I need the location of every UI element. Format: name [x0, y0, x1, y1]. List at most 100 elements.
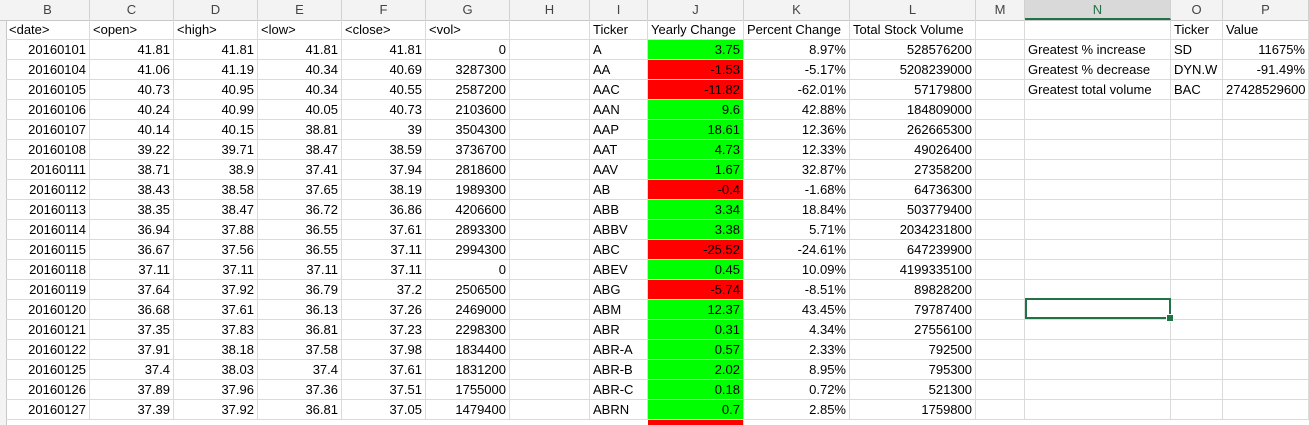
empty-cell[interactable]	[1223, 220, 1309, 240]
empty-cell[interactable]	[510, 220, 590, 240]
close-cell[interactable]: 40.69	[342, 60, 426, 80]
yearly-change-cell[interactable]: 0.18	[648, 380, 744, 400]
date-cell[interactable]: 20160113	[6, 200, 90, 220]
low-cell[interactable]: 37.58	[258, 340, 342, 360]
vol-cell[interactable]: 3504300	[426, 120, 510, 140]
column-header-p[interactable]: P	[1223, 0, 1309, 20]
column-header-k[interactable]: K	[744, 0, 850, 20]
column-header-n[interactable]: N	[1025, 0, 1171, 20]
empty-cell[interactable]	[976, 360, 1025, 380]
high-cell[interactable]: 38.03	[174, 360, 258, 380]
low-cell[interactable]: 40.34	[258, 80, 342, 100]
column-header-c[interactable]: C	[90, 0, 174, 20]
empty-cell[interactable]	[510, 360, 590, 380]
high-cell[interactable]: 39.71	[174, 140, 258, 160]
close-cell[interactable]: 40.73	[342, 100, 426, 120]
empty-cell[interactable]	[1025, 240, 1171, 260]
open-cell[interactable]: 37.39	[90, 400, 174, 420]
high-cell[interactable]: 38.18	[174, 340, 258, 360]
ticker-cell[interactable]: ABC	[590, 240, 648, 260]
total-volume-cell[interactable]: 503779400	[850, 200, 976, 220]
high-cell[interactable]: 37.92	[174, 280, 258, 300]
date-cell[interactable]: 20160125	[6, 360, 90, 380]
open-cell[interactable]: 41.81	[90, 40, 174, 60]
empty-cell[interactable]	[1223, 200, 1309, 220]
ticker-cell[interactable]: AAN	[590, 100, 648, 120]
vol-cell[interactable]: 1989300	[426, 180, 510, 200]
total-volume-cell[interactable]: 49026400	[850, 140, 976, 160]
high-cell[interactable]: 38.58	[174, 180, 258, 200]
close-cell[interactable]: 41.81	[342, 40, 426, 60]
empty-cell[interactable]	[510, 60, 590, 80]
empty-cell[interactable]	[1223, 260, 1309, 280]
empty-cell[interactable]	[1025, 360, 1171, 380]
column-header-f[interactable]: F	[342, 0, 426, 20]
total-volume-cell[interactable]: 79787400	[850, 300, 976, 320]
empty-cell[interactable]	[1025, 180, 1171, 200]
low-cell[interactable]: 36.79	[258, 280, 342, 300]
empty-cell[interactable]	[976, 380, 1025, 400]
empty-cell[interactable]	[1171, 400, 1223, 420]
greatest-ticker-cell[interactable]: SD	[1171, 40, 1223, 60]
empty-cell[interactable]	[1025, 140, 1171, 160]
percent-change-cell[interactable]: 2.33%	[744, 340, 850, 360]
yearly-change-cell[interactable]: 1.67	[648, 160, 744, 180]
greatest-ticker-cell[interactable]: DYN.W	[1171, 60, 1223, 80]
total-volume-cell[interactable]: 64736300	[850, 180, 976, 200]
ticker-cell[interactable]: ABM	[590, 300, 648, 320]
empty-cell[interactable]	[1223, 340, 1309, 360]
date-cell[interactable]: 20160120	[6, 300, 90, 320]
empty-cell[interactable]	[1171, 380, 1223, 400]
empty-cell[interactable]	[1025, 260, 1171, 280]
yearly-change-cell[interactable]: 18.61	[648, 120, 744, 140]
percent-change-cell[interactable]: 4.34%	[744, 320, 850, 340]
empty-cell[interactable]	[976, 100, 1025, 120]
ticker-cell[interactable]: AAC	[590, 80, 648, 100]
total-volume-cell[interactable]: 27556100	[850, 320, 976, 340]
open-cell[interactable]: 37.64	[90, 280, 174, 300]
empty-cell[interactable]	[1171, 200, 1223, 220]
empty-cell[interactable]	[1025, 300, 1171, 320]
open-cell[interactable]: 37.4	[90, 360, 174, 380]
low-cell[interactable]: 36.55	[258, 220, 342, 240]
high-cell[interactable]: 37.61	[174, 300, 258, 320]
percent-change-cell[interactable]: 43.45%	[744, 300, 850, 320]
yearly-change-cell[interactable]: -1.53	[648, 60, 744, 80]
empty-cell[interactable]	[1025, 220, 1171, 240]
column-header-g[interactable]: G	[426, 0, 510, 20]
total-volume-cell[interactable]: 1759800	[850, 400, 976, 420]
ticker-cell[interactable]: ABR	[590, 320, 648, 340]
percent-change-cell[interactable]: 8.95%	[744, 360, 850, 380]
header-ticker-cell[interactable]: Ticker	[590, 20, 648, 40]
total-volume-cell[interactable]: 27358200	[850, 160, 976, 180]
close-cell[interactable]: 38.19	[342, 180, 426, 200]
percent-change-cell[interactable]: -5.17%	[744, 60, 850, 80]
empty-cell[interactable]	[976, 240, 1025, 260]
empty-cell[interactable]	[510, 300, 590, 320]
high-cell[interactable]: 37.96	[174, 380, 258, 400]
empty-cell[interactable]	[1223, 100, 1309, 120]
empty-cell[interactable]	[1223, 360, 1309, 380]
header-date-cell[interactable]: <date>	[6, 20, 90, 40]
header-summary-value-cell[interactable]: Value	[1223, 20, 1309, 40]
percent-change-cell[interactable]: 2.85%	[744, 400, 850, 420]
empty-cell[interactable]	[976, 400, 1025, 420]
total-volume-cell[interactable]: 89828200	[850, 280, 976, 300]
ticker-cell[interactable]: ABBV	[590, 220, 648, 240]
column-header-b[interactable]: B	[6, 0, 90, 20]
empty-cell[interactable]	[1171, 140, 1223, 160]
empty-cell[interactable]	[1025, 20, 1171, 40]
empty-cell[interactable]	[1171, 120, 1223, 140]
open-cell[interactable]: 38.43	[90, 180, 174, 200]
column-header-e[interactable]: E	[258, 0, 342, 20]
empty-cell[interactable]	[1223, 280, 1309, 300]
vol-cell[interactable]: 2893300	[426, 220, 510, 240]
empty-cell[interactable]	[976, 140, 1025, 160]
low-cell[interactable]: 38.81	[258, 120, 342, 140]
empty-cell[interactable]	[510, 180, 590, 200]
percent-change-cell[interactable]: -1.68%	[744, 180, 850, 200]
high-cell[interactable]: 41.19	[174, 60, 258, 80]
total-volume-cell[interactable]: 262665300	[850, 120, 976, 140]
empty-cell[interactable]	[976, 220, 1025, 240]
